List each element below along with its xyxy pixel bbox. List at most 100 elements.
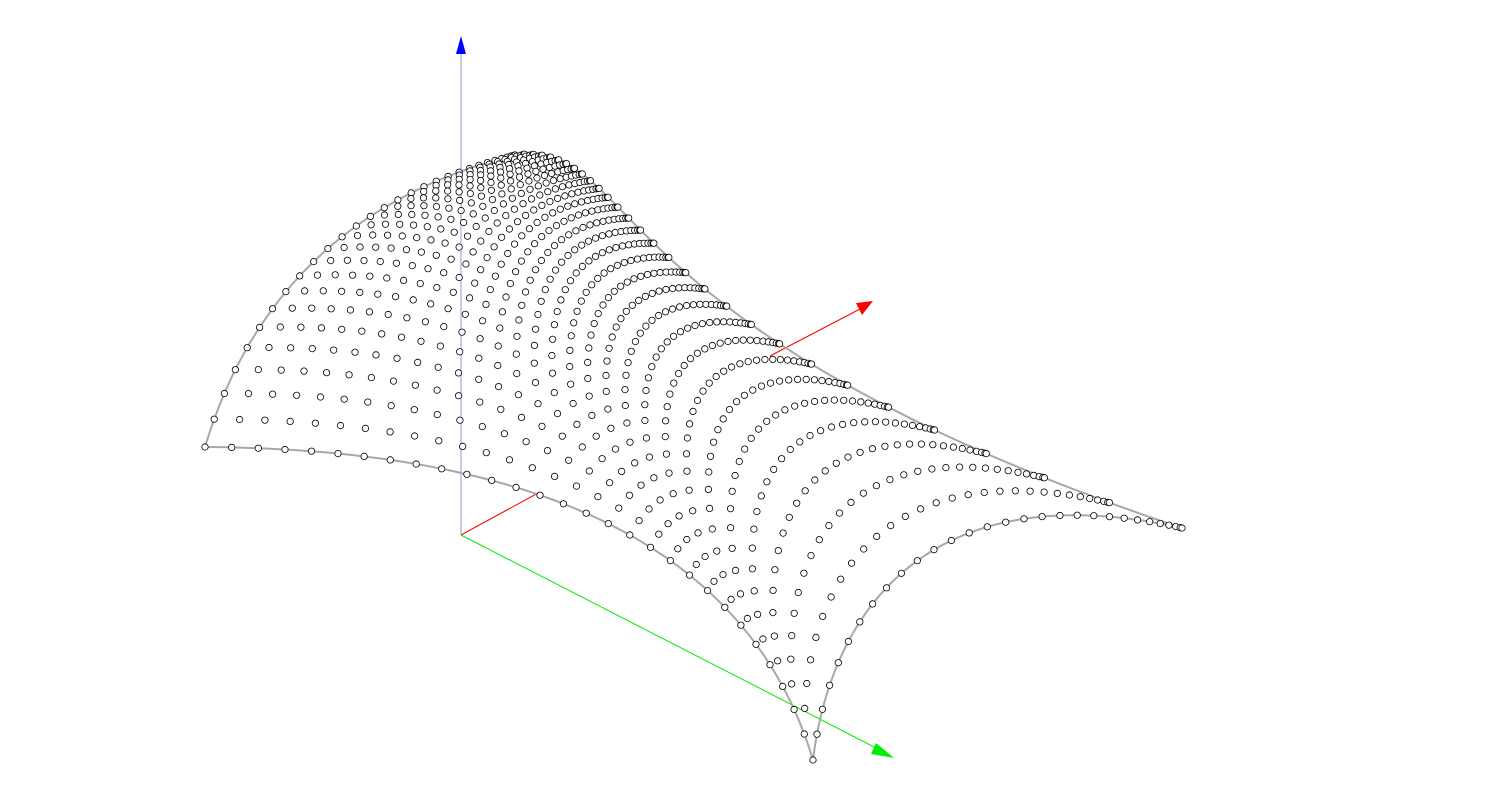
surface-point [810,376,819,384]
surface-point [383,231,392,239]
surface-point [661,308,670,316]
surface-point [459,218,468,227]
surface-point [432,251,440,259]
surface-point [683,434,692,442]
surface-point [421,318,429,326]
surface-point [666,390,674,398]
surface-point [612,323,620,331]
surface-point [475,375,483,383]
surface-point [650,474,658,482]
surface-point [773,657,782,665]
surface-point [313,271,322,279]
surface-point [790,609,798,617]
surface-point [571,246,579,254]
surface-point [757,492,765,500]
surface-point [744,357,752,366]
surface-point [617,282,625,290]
surface-point [656,496,664,504]
surface-point [737,621,745,629]
surface-point [455,188,463,196]
surface-point [366,212,374,220]
surface-point [599,301,607,309]
surface-point [698,320,707,328]
surface-point [816,427,825,435]
surface-point [586,221,594,229]
surface-point [811,476,819,484]
surface-point [900,420,909,428]
surface-point [642,434,651,442]
surface-point [721,603,729,611]
surface-point [579,223,587,232]
surface-point [454,369,463,377]
surface-point [578,241,586,249]
surface-point [455,273,463,282]
surface-point [965,529,973,537]
surface-point [724,337,732,346]
surface-point [410,406,418,414]
surface-point [296,272,304,280]
surface-point [455,243,463,251]
surface-point [432,203,441,211]
surface-point [750,587,758,595]
surface-point [1014,468,1022,476]
surface-point [427,300,435,308]
surface-point [546,198,554,206]
surface-point [627,347,635,355]
surface-point [699,387,707,395]
surface-point [376,257,384,266]
surface-point [916,505,925,513]
surface-point [393,354,401,362]
surface-point [330,346,338,354]
surface-point [980,488,988,497]
surface-point [559,500,568,508]
surface-point [603,357,611,365]
surface-point [408,261,416,270]
surface-point [736,590,745,598]
surface-point [886,475,894,484]
surface-point [809,756,817,764]
surface-point [735,457,743,466]
surface-point [769,355,777,363]
surface-point [351,348,359,356]
surface-point [353,232,362,240]
surface-point [410,432,419,440]
surface-point [1076,493,1084,501]
surface-point [394,196,402,204]
surface-point [775,340,784,348]
surface-point [387,244,395,252]
surface-point [648,289,656,297]
surface-point [827,423,836,431]
surface-point [462,260,470,268]
surface-point [461,310,469,318]
surface-point [497,233,506,241]
surface-point [726,505,735,513]
surface-point [675,284,683,292]
surface-point [367,373,375,382]
surface-point [832,459,840,467]
surface-point [657,345,665,353]
surface-point [322,369,331,377]
surface-point [825,377,833,386]
surface-point [703,586,712,595]
surface-point [686,355,695,363]
surface-point [517,413,526,421]
surface-point [897,569,906,577]
surface-point [526,276,534,284]
surface-point [494,361,502,370]
surface-point [364,398,372,406]
surface-point [732,398,741,406]
surface-point [276,323,284,331]
surface-point [487,186,495,194]
surface-point [338,233,346,241]
surface-point [516,181,524,189]
surface-point [800,730,808,738]
surface-point [611,228,619,237]
surface-point [837,575,845,583]
surface-point [577,198,586,206]
surface-point [244,389,253,398]
surface-point [777,455,786,463]
surface-point [493,219,501,227]
surface-point [661,432,669,441]
surface-point [741,445,749,453]
